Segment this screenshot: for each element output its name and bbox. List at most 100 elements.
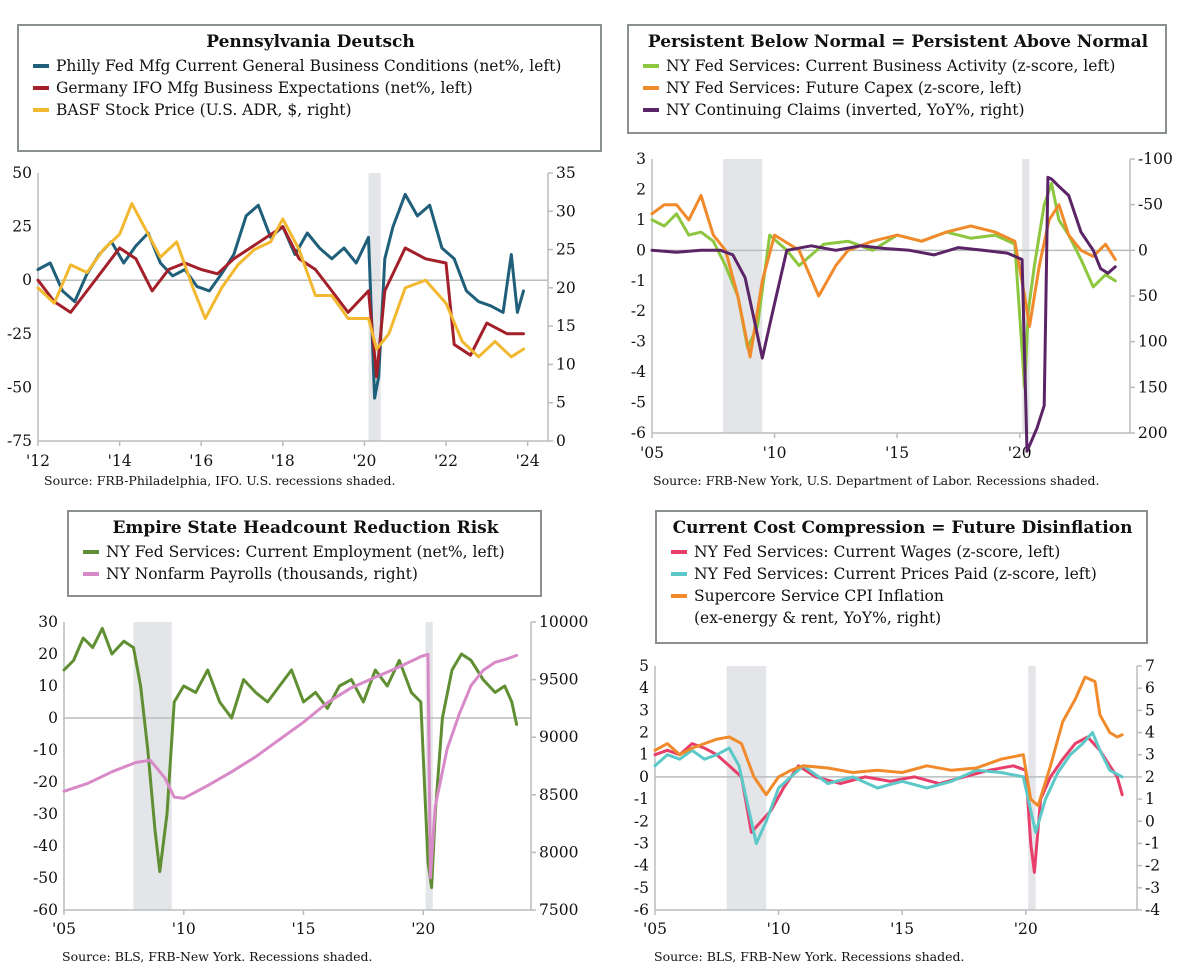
left-tick-label: 20: [38, 645, 58, 663]
legend-swatch-4-3: [671, 594, 687, 598]
series-line-1: [653, 735, 1124, 874]
right-tick-label: -4: [1145, 901, 1160, 919]
left-tick-label: -75: [7, 432, 32, 450]
x-tick-label: '16: [189, 452, 213, 470]
left-tick-label: -60: [33, 901, 58, 919]
right-tick-label: 35: [556, 164, 576, 182]
left-tick-label: -20: [33, 773, 58, 791]
recession-band-1: [723, 159, 763, 433]
left-tick-label: -50: [7, 378, 32, 396]
series-line-1: [36, 192, 525, 400]
chart-title-1: Pennsylvania Deutsch: [206, 32, 415, 52]
series-line-1: [62, 626, 519, 890]
legend-swatch-1-2: [33, 86, 49, 90]
left-tick-label: -1: [631, 272, 646, 290]
left-tick-label: 50: [12, 164, 32, 182]
series-line-2: [36, 225, 525, 379]
left-tick-label: -10: [33, 741, 58, 759]
x-tick-label: '15: [885, 444, 909, 462]
right-tick-label: 20: [556, 279, 576, 297]
left-tick-label: -30: [33, 805, 58, 823]
chart-plot-4: 5 4 3 2 1 0 -1 -2 -3 -4 -5 -6 7 6 5 4 3 2 1 0 -1 -2 -3 -4 '05 '10…: [634, 657, 1160, 938]
right-tick-label: 7: [1145, 657, 1155, 675]
x-tick-label: '14: [108, 452, 132, 470]
x-tick-label: '05: [52, 920, 76, 938]
right-tick-label: 6: [1145, 679, 1155, 697]
left-tick-label: -5: [634, 879, 649, 897]
x-tick-label: '18: [271, 452, 295, 470]
right-tick-label: -100: [1138, 150, 1173, 168]
recession-band-1: [726, 666, 767, 910]
right-tick-label: 10000: [539, 613, 588, 631]
right-tick-label: 30: [556, 202, 576, 220]
left-tick-label: -6: [634, 901, 649, 919]
left-tick-label: 2: [636, 180, 646, 198]
right-tick-label: 5: [1145, 701, 1155, 719]
right-tick-label: 0: [556, 432, 566, 450]
x-tick-label: '20: [1014, 920, 1038, 938]
right-tick-label: 100: [1138, 333, 1168, 351]
chart-plot-2: 3 2 1 0 -1 -2 -3 -4 -5 -6 -100 -50 0 50 100 150 200 '05 '1…: [631, 150, 1173, 462]
legend-swatch-1-1: [33, 64, 49, 68]
x-tick-label: '20: [411, 920, 435, 938]
legend-swatch-4-1: [671, 550, 687, 554]
right-tick-label: -3: [1145, 879, 1160, 897]
right-tick-label: 9000: [539, 728, 578, 746]
left-tick-label: 25: [12, 218, 32, 236]
x-tick-label: '10: [767, 920, 791, 938]
right-tick-label: -50: [1138, 196, 1163, 214]
left-tick-label: -6: [631, 424, 646, 442]
legend-box-4: Current Cost Compression = Future Disinf…: [655, 510, 1148, 644]
legend-swatch-3-1: [83, 550, 99, 554]
legend-entry-1-2: Germany IFO Mfg Business Expectations (n…: [33, 77, 588, 99]
legend-entry-3-2: NY Nonfarm Payrolls (thousands, right): [83, 563, 528, 585]
left-tick-label: 30: [38, 613, 58, 631]
left-tick-label: 1: [639, 746, 649, 764]
recession-band-1: [133, 622, 172, 910]
legend-entry-2-1: NY Fed Services: Current Business Activi…: [643, 55, 1153, 77]
right-tick-label: 7500: [539, 901, 578, 919]
right-tick-label: 8000: [539, 843, 578, 861]
left-tick-label: -4: [631, 363, 646, 381]
x-tick-label: '22: [434, 452, 458, 470]
right-tick-label: 200: [1138, 424, 1168, 442]
chart-source-4: Source: BLS, FRB-New York. Recessions sh…: [654, 949, 965, 964]
chart-panel-4: Current Cost Compression = Future Disinf…: [600, 490, 1200, 969]
series-line-2: [650, 194, 1117, 359]
legend-entry-2-3: NY Continuing Claims (inverted, YoY%, ri…: [643, 99, 1153, 121]
x-tick-label: '05: [640, 444, 664, 462]
x-tick-label: '20: [352, 452, 376, 470]
legend-box-3: Empire State Headcount Reduction Risk NY…: [67, 510, 542, 597]
chart-title-2: Persistent Below Normal = Persistent Abo…: [647, 32, 1149, 52]
chart-source-1: Source: FRB-Philadelphia, IFO. U.S. rece…: [44, 473, 396, 488]
left-tick-label: 0: [48, 709, 58, 727]
x-tick-label: '05: [643, 920, 667, 938]
left-tick-label: 4: [639, 679, 649, 697]
left-tick-label: -2: [631, 302, 646, 320]
legend-swatch-2-2: [643, 86, 659, 90]
x-tick-label: '24: [516, 452, 540, 470]
left-tick-label: -50: [33, 869, 58, 887]
legend-entry-3-1: NY Fed Services: Current Employment (net…: [83, 541, 528, 563]
legend-entry-4-1: NY Fed Services: Current Wages (z-score,…: [671, 541, 1134, 563]
legend-swatch-4-2: [671, 572, 687, 576]
legend-swatch-2-1: [643, 64, 659, 68]
left-tick-label: 3: [639, 701, 649, 719]
right-tick-label: 10: [556, 355, 576, 373]
recession-band-2: [1028, 666, 1036, 910]
legend-swatch-2-3: [643, 108, 659, 112]
right-tick-label: -2: [1145, 857, 1160, 875]
chart-panel-3: Empire State Headcount Reduction Risk NY…: [0, 490, 600, 969]
right-tick-label: 0: [1138, 241, 1148, 259]
right-tick-label: 1: [1145, 790, 1155, 808]
left-tick-label: 10: [38, 677, 58, 695]
left-tick-label: -3: [634, 834, 649, 852]
chart-source-3: Source: BLS, FRB-New York. Recessions sh…: [62, 949, 373, 964]
right-tick-label: -1: [1145, 834, 1160, 852]
left-tick-label: 2: [639, 724, 649, 742]
left-tick-label: 0: [639, 768, 649, 786]
left-tick-label: -4: [634, 857, 649, 875]
x-tick-label: '10: [763, 444, 787, 462]
left-tick-label: 5: [639, 657, 649, 675]
left-tick-label: -25: [7, 325, 32, 343]
